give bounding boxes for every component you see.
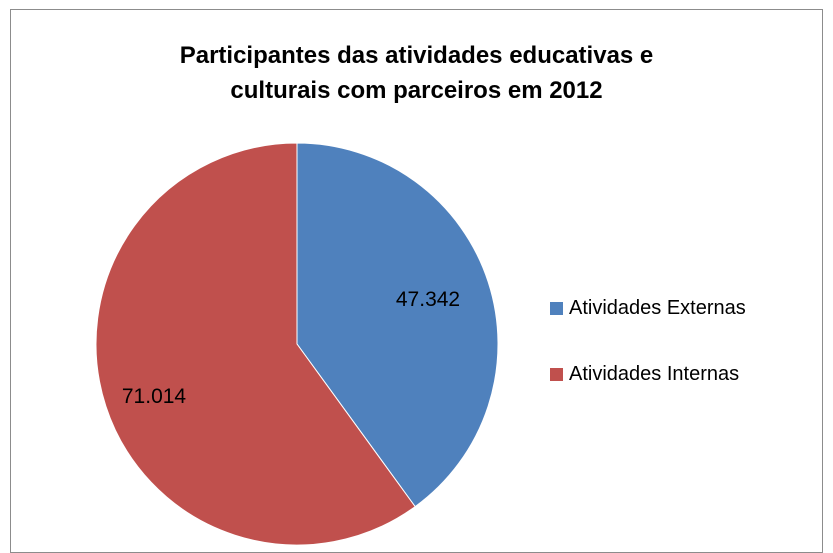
slice-label-externas: 47.342 [396,288,460,311]
chart-title-line-2: culturais com parceiros em 2012 [230,77,603,104]
chart-title: Participantes das atividades educativas … [0,38,833,108]
legend-label-externas: Atividades Externas [569,296,746,319]
legend-swatch-internas [550,367,563,381]
legend-item-externas: Atividades Externas [550,296,746,320]
chart-title-line-1: Participantes das atividades educativas … [179,42,654,69]
pie-slices [95,142,499,546]
legend-item-internas: Atividades Internas [550,362,746,386]
pie-slice-internas [95,142,416,546]
legend-label-internas: Atividades Internas [569,362,740,385]
legend: Atividades Externas Atividades Internas [550,296,746,428]
slice-label-internas: 71.014 [122,385,187,408]
pie-slice-externas [296,142,499,508]
legend-swatch-externas [550,301,563,315]
